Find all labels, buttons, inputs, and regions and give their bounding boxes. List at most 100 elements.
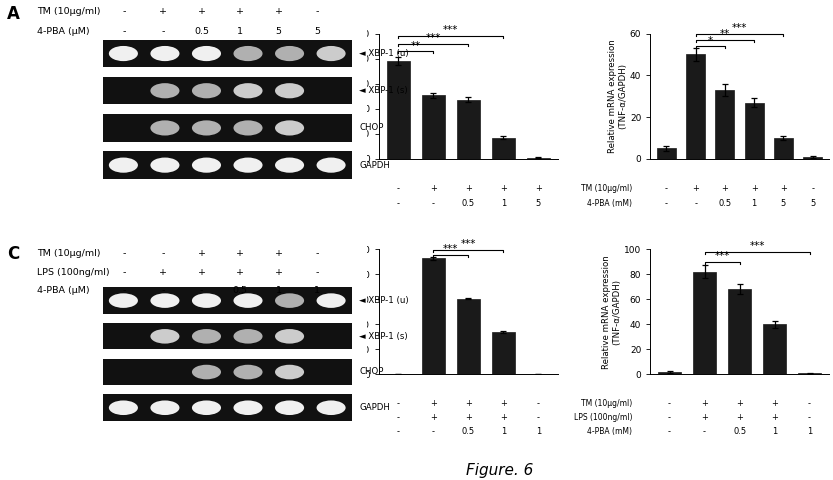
Ellipse shape bbox=[275, 46, 304, 61]
Text: +: + bbox=[197, 268, 206, 277]
Text: +: + bbox=[275, 8, 282, 16]
Text: +: + bbox=[500, 184, 506, 193]
Text: ◄ XBP-1 (u): ◄ XBP-1 (u) bbox=[359, 296, 409, 305]
Text: 4-PBA (mM): 4-PBA (mM) bbox=[587, 199, 632, 208]
Text: +: + bbox=[465, 413, 471, 422]
Bar bbox=[387, 61, 410, 159]
Bar bbox=[728, 289, 751, 374]
Ellipse shape bbox=[233, 365, 262, 379]
Text: +: + bbox=[771, 413, 778, 422]
Text: 4-PBA (mM): 4-PBA (mM) bbox=[587, 427, 632, 436]
Text: +: + bbox=[736, 399, 743, 408]
Text: -: - bbox=[316, 268, 319, 277]
Ellipse shape bbox=[275, 329, 304, 344]
Text: C: C bbox=[7, 245, 20, 263]
Bar bbox=[763, 324, 786, 374]
Text: +: + bbox=[751, 184, 758, 193]
Text: +: + bbox=[236, 8, 244, 16]
Text: +: + bbox=[430, 413, 436, 422]
Bar bbox=[686, 55, 706, 159]
Ellipse shape bbox=[275, 120, 304, 135]
Y-axis label: Relative mRNA expression
(IL-1β/GAPDH): Relative mRNA expression (IL-1β/GAPDH) bbox=[325, 255, 344, 369]
Text: CHOP: CHOP bbox=[359, 123, 383, 132]
Text: -: - bbox=[668, 413, 671, 422]
Text: +: + bbox=[721, 184, 728, 193]
Text: ***: *** bbox=[732, 23, 747, 33]
Text: -: - bbox=[397, 184, 400, 193]
Text: +: + bbox=[692, 184, 699, 193]
Text: ◄ XBP-1 (s): ◄ XBP-1 (s) bbox=[359, 86, 408, 95]
Text: 0.5: 0.5 bbox=[733, 427, 746, 436]
Text: -: - bbox=[665, 184, 668, 193]
Ellipse shape bbox=[275, 400, 304, 415]
Text: LPS (100ng/ml): LPS (100ng/ml) bbox=[37, 268, 109, 277]
Text: ***: *** bbox=[443, 244, 458, 254]
Text: 5: 5 bbox=[781, 199, 786, 208]
Text: TM (10μg/ml): TM (10μg/ml) bbox=[581, 399, 632, 408]
Bar bbox=[102, 359, 352, 385]
Text: 0.5: 0.5 bbox=[194, 27, 209, 36]
Text: +: + bbox=[197, 249, 206, 258]
Ellipse shape bbox=[192, 120, 221, 135]
Ellipse shape bbox=[151, 293, 179, 308]
Ellipse shape bbox=[109, 293, 138, 308]
Text: 1: 1 bbox=[501, 427, 506, 436]
Text: -: - bbox=[123, 268, 127, 277]
Ellipse shape bbox=[317, 157, 346, 173]
Bar bbox=[492, 138, 515, 159]
Bar bbox=[102, 323, 352, 349]
Ellipse shape bbox=[192, 365, 221, 379]
Ellipse shape bbox=[192, 83, 221, 98]
Text: ◄ XBP-1 (u): ◄ XBP-1 (u) bbox=[359, 49, 409, 58]
Text: +: + bbox=[736, 413, 743, 422]
Text: +: + bbox=[197, 8, 206, 16]
Text: 4-PBA (mM): 4-PBA (mM) bbox=[317, 199, 362, 208]
Bar bbox=[421, 258, 445, 374]
Text: 0.5: 0.5 bbox=[232, 286, 247, 295]
Text: -: - bbox=[123, 27, 127, 36]
Ellipse shape bbox=[151, 83, 179, 98]
Text: -: - bbox=[123, 249, 127, 258]
Text: -: - bbox=[694, 199, 697, 208]
Ellipse shape bbox=[233, 157, 262, 173]
Text: +: + bbox=[159, 268, 167, 277]
Ellipse shape bbox=[317, 46, 346, 61]
Bar bbox=[745, 103, 764, 159]
Text: -: - bbox=[668, 427, 671, 436]
Text: +: + bbox=[701, 399, 708, 408]
Ellipse shape bbox=[233, 46, 262, 61]
Text: 0.5: 0.5 bbox=[718, 199, 731, 208]
Text: Figure. 6: Figure. 6 bbox=[466, 463, 533, 478]
Text: +: + bbox=[701, 413, 708, 422]
Text: B: B bbox=[340, 21, 352, 39]
Bar bbox=[658, 372, 681, 374]
Bar bbox=[102, 395, 352, 421]
Text: -: - bbox=[162, 27, 165, 36]
Text: **: ** bbox=[411, 40, 421, 50]
Ellipse shape bbox=[109, 157, 138, 173]
Text: -: - bbox=[123, 286, 127, 295]
Bar bbox=[421, 96, 445, 159]
Text: 1: 1 bbox=[276, 286, 282, 295]
Text: 4-PBA (mM): 4-PBA (mM) bbox=[317, 427, 362, 436]
Bar bbox=[492, 332, 515, 374]
Text: ***: *** bbox=[715, 251, 730, 261]
Ellipse shape bbox=[192, 400, 221, 415]
Bar bbox=[102, 287, 352, 314]
Text: +: + bbox=[159, 8, 167, 16]
Ellipse shape bbox=[275, 83, 304, 98]
Ellipse shape bbox=[275, 157, 304, 173]
Text: 1: 1 bbox=[536, 427, 541, 436]
Text: +: + bbox=[465, 184, 471, 193]
Bar bbox=[102, 40, 352, 67]
Ellipse shape bbox=[233, 400, 262, 415]
Text: -: - bbox=[808, 413, 811, 422]
Text: -: - bbox=[668, 399, 671, 408]
Text: +: + bbox=[236, 268, 244, 277]
Y-axis label: Relative mRNA expression
(IL-1β/GAPDH): Relative mRNA expression (IL-1β/GAPDH) bbox=[331, 39, 350, 153]
Text: -: - bbox=[431, 427, 435, 436]
Text: 1: 1 bbox=[772, 427, 777, 436]
Text: TM (10μg/ml): TM (10μg/ml) bbox=[581, 184, 632, 193]
Text: ***: *** bbox=[443, 25, 458, 36]
Text: -: - bbox=[162, 249, 165, 258]
